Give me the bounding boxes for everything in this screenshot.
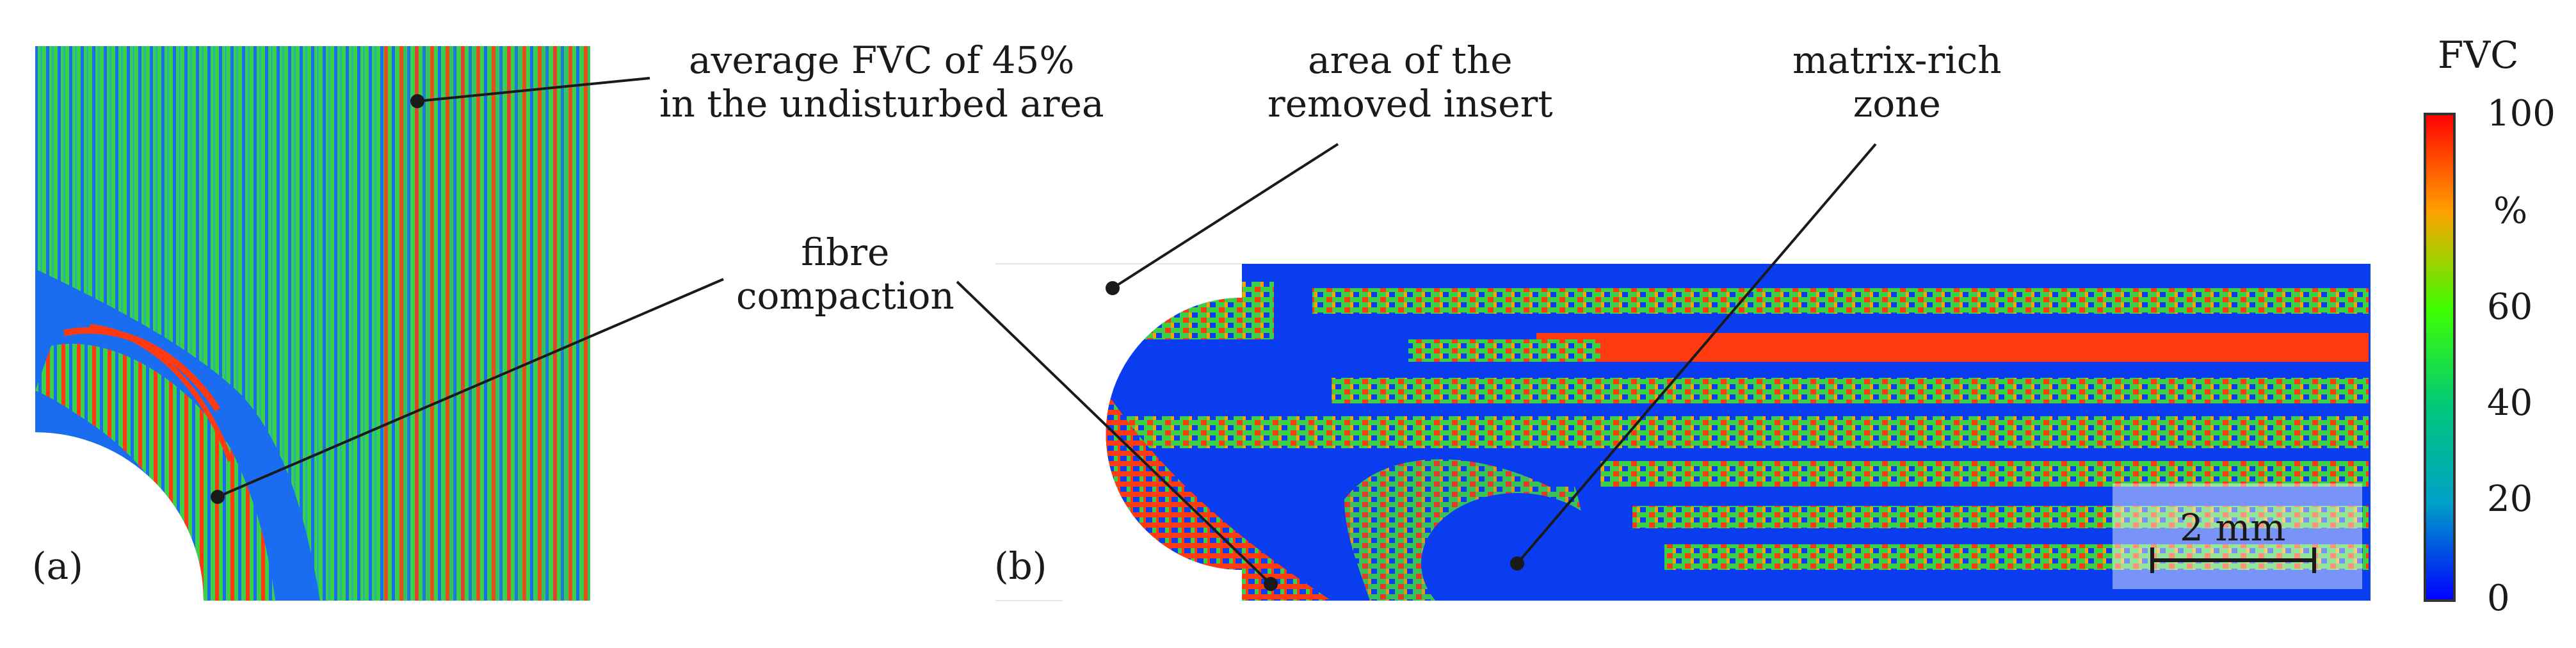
scale-bar [2150, 547, 2316, 573]
panel-a-map [35, 46, 590, 601]
annotation-matrix-line2: zone [1853, 82, 1941, 126]
colorbar-unit: % [2493, 190, 2528, 232]
annotation-matrix-line1: matrix-rich [1792, 38, 2002, 82]
colorbar-tick-0: 0 [2487, 578, 2510, 619]
colorbar-tick-100: 100 [2487, 93, 2556, 134]
scale-bar-label: 2 mm [2180, 506, 2286, 549]
annotation-average-fvc-line1: average FVC of 45% [688, 38, 1075, 82]
annotation-insert-line1: area of the [1308, 38, 1513, 82]
leader-dots [211, 94, 1524, 591]
annotation-fibre-compaction: fibre compaction [736, 231, 954, 318]
colorbar-tick-60: 60 [2487, 286, 2533, 328]
leader-lines [217, 77, 1877, 585]
panel-b-map [1106, 264, 2371, 601]
annotation-fibre-line1: fibre [801, 231, 890, 274]
panel-a-tag: (a) [32, 544, 83, 588]
colorbar-tick-40: 40 [2487, 382, 2533, 424]
panel-b-tag: (b) [994, 544, 1047, 588]
annotation-removed-insert: area of the removed insert [1268, 38, 1553, 126]
fvc-colorbar [2424, 113, 2456, 602]
annotation-matrix-rich-zone: matrix-rich zone [1792, 38, 2002, 126]
annotation-insert-line2: removed insert [1268, 82, 1553, 126]
colorbar-tick-20: 20 [2487, 478, 2533, 520]
annotation-fibre-line2: compaction [736, 274, 954, 318]
colorbar-title: FVC [2438, 33, 2519, 77]
annotation-average-fvc-line2: in the undisturbed area [659, 82, 1104, 126]
annotation-average-fvc: average FVC of 45% in the undisturbed ar… [659, 38, 1104, 126]
